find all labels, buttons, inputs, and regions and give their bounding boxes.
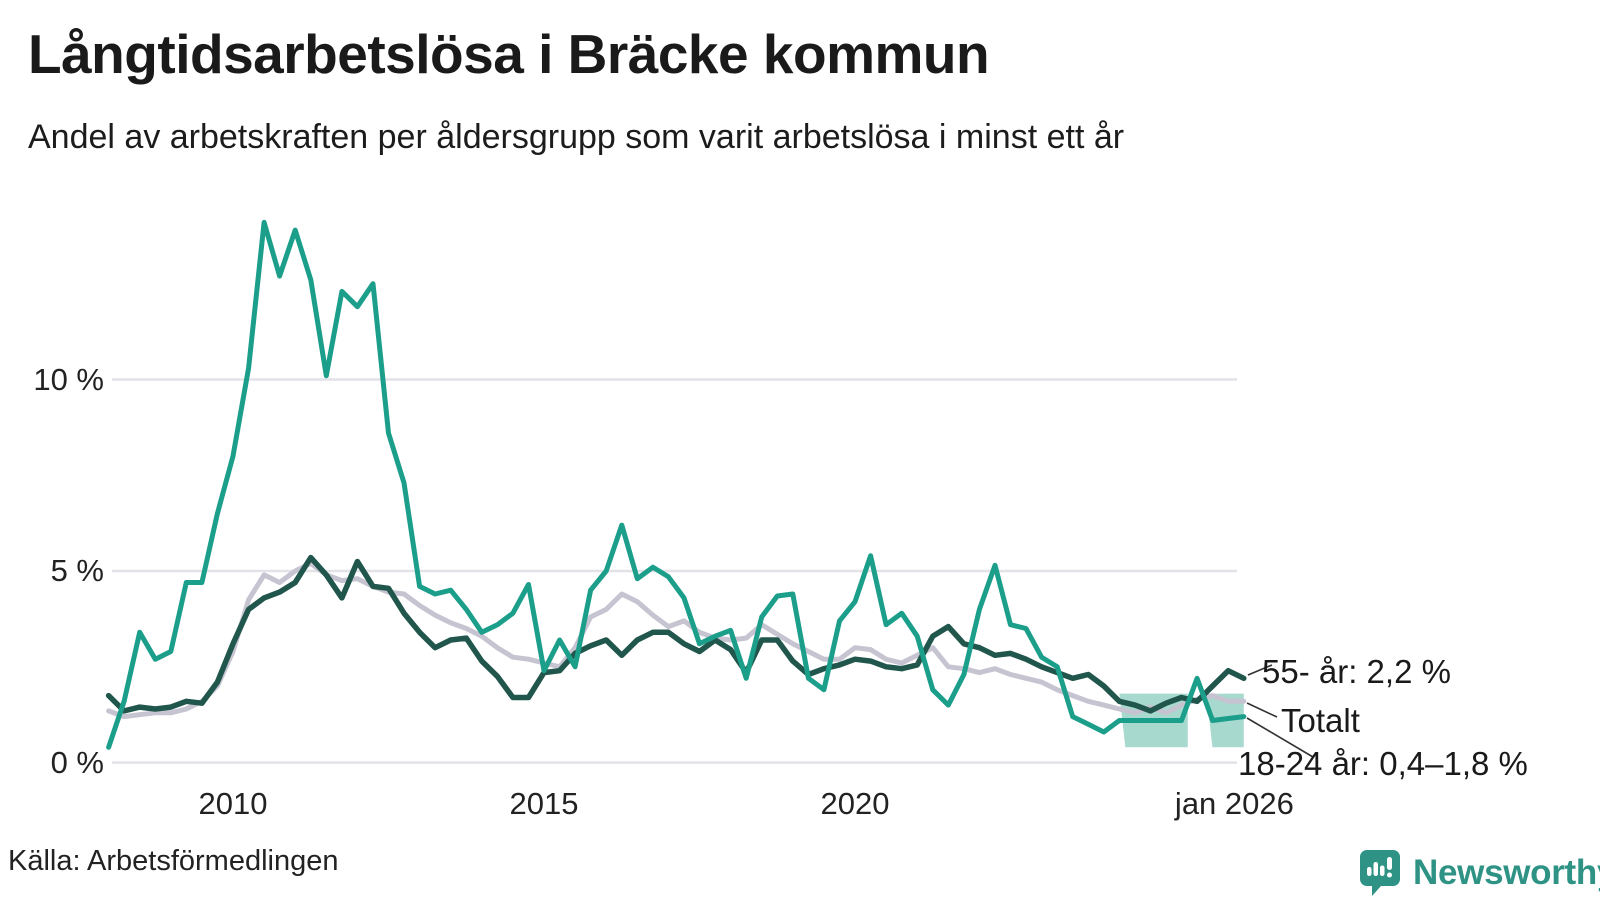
55-ar-line — [105, 554, 1247, 714]
leader-55-ar — [1247, 664, 1273, 676]
leader-totalt — [1246, 702, 1278, 718]
newsworthy-logo-icon — [1360, 850, 1400, 896]
brand-name: Newsworthy — [1413, 853, 1600, 892]
totalt-line — [106, 560, 1247, 720]
y-axis-tick-5: 5 % — [50, 553, 104, 588]
y-axis-tick-10: 10 % — [33, 362, 104, 397]
x-axis-tick-jan-2026: jan 2026 — [1174, 786, 1294, 821]
x-axis-tick-2020: 2020 — [820, 786, 890, 821]
x-axis-tick-2010: 2010 — [198, 786, 268, 821]
leader-18-24-ar — [1246, 717, 1314, 758]
y-axis-tick-0: 0 % — [50, 745, 104, 780]
newsworthy-brand: Newsworthy — [1360, 850, 1600, 896]
source-note: Källa: Arbetsförmedlingen — [8, 845, 339, 877]
x-axis-tick-2015: 2015 — [509, 786, 579, 821]
annotation-totalt: Totalt — [1281, 702, 1360, 739]
annotation-18-24-ar: 18-24 år: 0,4–1,8 % — [1238, 745, 1528, 782]
annotation-55-ar: 55- år: 2,2 % — [1262, 653, 1451, 690]
18-24-ar-line — [106, 219, 1247, 750]
page-title: Långtidsarbetslösa i Bräcke kommun — [28, 23, 990, 85]
page-subtitle: Andel av arbetskraften per åldersgrupp s… — [28, 118, 1125, 156]
